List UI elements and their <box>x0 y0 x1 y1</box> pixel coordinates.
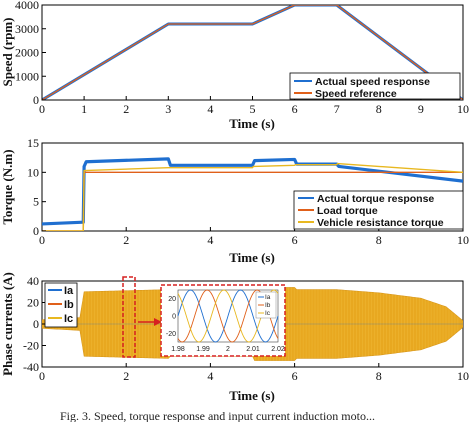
speed-ylabel: Speed (rpm) <box>0 18 15 87</box>
speed-ytick-label-4: 4000 <box>15 0 39 12</box>
speed-legend-box <box>289 72 461 100</box>
speed-xtick-label-8: 8 <box>376 102 382 116</box>
current-xtick-label-5: 10 <box>457 369 469 383</box>
current-legend: Ia Ib Ic <box>44 282 78 328</box>
speed-legend-label-1: Speed reference <box>315 88 397 100</box>
speed-xtick-label-0: 0 <box>39 102 45 116</box>
inset-legend-box <box>255 291 277 319</box>
current-xtick-label-1: 2 <box>123 369 129 383</box>
current-ytick-label-0: -40 <box>23 360 39 374</box>
torque-legend: Actual torque response Load torque Vehic… <box>293 190 464 230</box>
current-xtick-label-0: 0 <box>39 369 45 383</box>
zoom-highlight-box <box>122 276 136 358</box>
inset-chart: 1.98 1.99 2 2.01 2.02 20 0 -20 Ia Ib Ic <box>160 284 286 357</box>
inset-xtick-label-0: 1.98 <box>171 346 185 353</box>
speed-xtick-label-10: 10 <box>457 102 469 116</box>
torque-xtick-label-5: 10 <box>457 233 469 247</box>
current-ytick-label-3: 20 <box>27 296 39 310</box>
torque-xtick-label-1: 2 <box>123 233 129 247</box>
torque-ytick-label-1: 5 <box>33 195 39 209</box>
inset-ytick-label-2: -20 <box>166 331 176 338</box>
current-ytick-label-1: -20 <box>23 339 39 353</box>
current-ylabel: Phase currents (A) <box>0 272 15 376</box>
torque-legend-label-1: Load torque <box>317 205 378 217</box>
current-xtick-label-3: 6 <box>292 369 298 383</box>
torque-series-2 <box>42 162 463 231</box>
torque-ylabel: Torque (N.m) <box>0 149 15 224</box>
torque-xtick-label-3: 6 <box>292 233 298 247</box>
speed-legend-label-0: Actual speed response <box>315 76 430 88</box>
speed-xtick-label-3: 3 <box>165 102 171 116</box>
current-legend-label-0: Ia <box>64 285 74 297</box>
torque-legend-label-2: Vehicle resistance torque <box>317 217 444 229</box>
speed-legend: Actual speed response Speed reference <box>289 72 461 100</box>
torque-ytick-label-2: 10 <box>27 165 39 179</box>
current-xtick-label-2: 4 <box>207 369 213 383</box>
speed-ytick-label-2: 2000 <box>15 46 39 60</box>
speed-ytick-label-0: 0 <box>33 93 39 107</box>
current-ytick-label-2: 0 <box>33 317 39 331</box>
current-legend-label-2: Ic <box>64 313 73 325</box>
current-legend-label-1: Ib <box>64 299 74 311</box>
inset-xtick-label-3: 2.01 <box>246 346 260 353</box>
torque-legend-box <box>293 190 464 230</box>
inset-xtick-label-2: 2 <box>226 346 230 353</box>
current-ytick-label-4: 40 <box>27 274 39 288</box>
inset-ytick-label-1: 0 <box>172 314 176 321</box>
inset-legend: Ia Ib Ic <box>255 291 277 319</box>
figure-caption: Fig. 3. Speed, torque response and input… <box>60 409 375 422</box>
speed-xtick-label-7: 7 <box>334 102 340 116</box>
inset-xtick-label-1: 1.99 <box>196 346 210 353</box>
speed-chart: 0 1 2 3 4 5 6 7 8 9 10 0 1000 2000 3000 4000 Time (s) S… <box>0 0 469 131</box>
zoom-arrow-head <box>154 318 162 326</box>
inset-legend-label-2: Ic <box>265 310 271 317</box>
speed-xtick-label-2: 2 <box>123 102 129 116</box>
speed-xtick-label-6: 6 <box>292 102 298 116</box>
torque-xtick-label-0: 0 <box>39 233 45 247</box>
speed-ytick-label-3: 3000 <box>15 22 39 36</box>
inset-ytick-label-0: 20 <box>168 296 176 303</box>
torque-legend-label-0: Actual torque response <box>317 193 434 205</box>
current-xtick-label-4: 8 <box>376 369 382 383</box>
speed-xlabel: Time (s) <box>229 116 275 131</box>
speed-xtick-label-1: 1 <box>81 102 87 116</box>
speed-xtick-label-5: 5 <box>250 102 256 116</box>
inset-legend-label-0: Ia <box>265 294 271 301</box>
speed-xtick-label-4: 4 <box>207 102 213 116</box>
inset-legend-label-1: Ib <box>265 302 271 309</box>
torque-ytick-label-3: 15 <box>27 136 39 150</box>
torque-ytick-label-0: 0 <box>33 224 39 238</box>
current-xlabel: Time (s) <box>229 388 275 403</box>
torque-xtick-label-4: 8 <box>376 233 382 247</box>
speed-ytick-label-1: 1000 <box>15 69 39 83</box>
inset-series-0 <box>177 289 279 343</box>
speed-xtick-label-9: 9 <box>418 102 424 116</box>
torque-xtick-label-2: 4 <box>207 233 213 247</box>
speed-series-1 <box>42 5 463 100</box>
torque-chart: 0 2 4 6 8 10 0 5 10 15 Time (s) Torque (N.m) Actu… <box>0 136 469 265</box>
torque-xlabel: Time (s) <box>229 250 275 265</box>
inset-xtick-label-4: 2.02 <box>271 346 285 353</box>
